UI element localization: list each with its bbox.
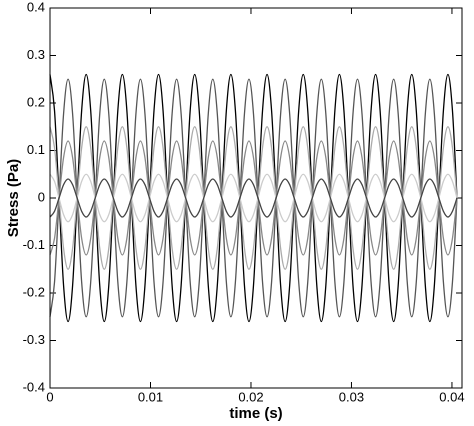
y-tick-label: -0.4 (23, 379, 45, 394)
x-tick-label: 0.03 (339, 389, 364, 404)
line (49, 126, 458, 270)
plot-frame (49, 7, 463, 389)
x-tick-label: 0.01 (138, 389, 163, 404)
x-axis-label: time (s) (229, 405, 282, 422)
line (49, 178, 458, 218)
line (49, 73, 458, 323)
x-tick-label: 0.04 (439, 389, 464, 404)
line (49, 140, 458, 256)
y-tick-label: 0 (38, 189, 45, 204)
y-tick-label: 0.1 (27, 142, 45, 157)
y-tick-label: 0.3 (27, 47, 45, 62)
line (49, 78, 458, 318)
x-tick-label: 0 (46, 389, 53, 404)
y-tick-label: -0.2 (23, 284, 45, 299)
y-tick-label: -0.3 (23, 332, 45, 347)
y-axis-label: Stress (Pa) (5, 159, 22, 237)
y-tick-label: -0.1 (23, 237, 45, 252)
y-tick-label: 0.4 (27, 0, 45, 14)
line (49, 173, 458, 223)
y-tick-label: 0.2 (27, 94, 45, 109)
x-tick-label: 0.02 (238, 389, 263, 404)
